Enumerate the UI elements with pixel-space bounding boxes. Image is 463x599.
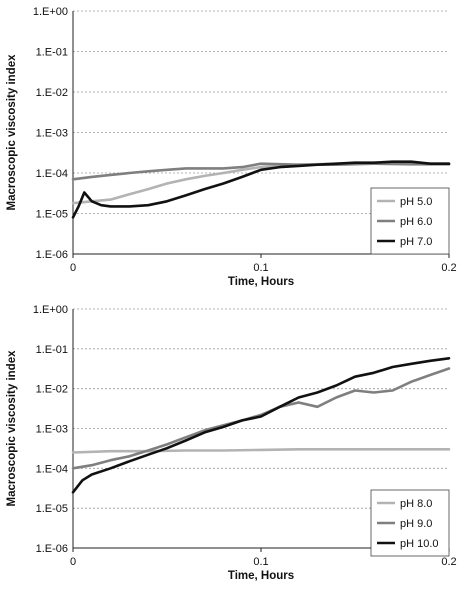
y-tick-label: 1.E-06 <box>36 249 68 261</box>
x-tick-label: 0 <box>70 556 76 568</box>
x-tick-label: 0.1 <box>253 262 268 274</box>
series-line-1 <box>71 448 451 454</box>
y-tick-label: 1.E-02 <box>36 384 68 396</box>
y-tick-label: 1.E-05 <box>36 503 68 515</box>
y-tick-label: 1.E-02 <box>36 87 68 99</box>
y-tick-label: 1.E-04 <box>36 168 68 180</box>
x-tick-label: 0.2 <box>441 262 456 274</box>
y-tick-label: 1.E-06 <box>36 543 68 555</box>
legend-label-3: pH 10.0 <box>400 538 439 550</box>
y-tick-label: 1.E-05 <box>36 209 68 221</box>
series-line-3 <box>71 357 451 494</box>
series-line-2 <box>71 162 451 181</box>
legend-label-1: pH 5.0 <box>400 196 432 208</box>
y-axis-title: Macroscopic viscosity index <box>6 54 18 211</box>
legend-label-2: pH 9.0 <box>400 518 432 530</box>
series-line-2 <box>71 367 451 470</box>
x-axis-title: Time, Hours <box>228 276 294 288</box>
x-tick-label: 0 <box>70 262 76 274</box>
y-tick-label: 1.E-03 <box>36 424 68 436</box>
y-tick-label: 1.E-01 <box>36 47 68 59</box>
legend-label-1: pH 8.0 <box>400 498 432 510</box>
y-tick-label: 1.E-04 <box>36 463 68 475</box>
y-tick-label: 1.E+00 <box>33 304 68 316</box>
series-line-3 <box>71 160 451 219</box>
legend-label-2: pH 6.0 <box>400 216 432 228</box>
y-axis-title: Macroscopic viscosity index <box>6 350 18 507</box>
y-tick-label: 1.E-03 <box>36 128 68 140</box>
chart-top-panel: 1.E-06 1.E-05 1.E-04 1.E-03 1.E-02 1.E-01 1.E+… <box>6 6 457 288</box>
x-tick-label: 0.1 <box>253 556 268 568</box>
chart-bottom-panel: 1.E-06 1.E-05 1.E-04 1.E-03 1.E-02 1.E-01 1.E+… <box>6 304 457 582</box>
x-tick-label: 0.2 <box>441 556 456 568</box>
legend-label-3: pH 7.0 <box>400 236 432 248</box>
y-tick-label: 1.E-01 <box>36 344 68 356</box>
x-axis-title: Time, Hours <box>228 570 294 582</box>
y-tick-label: 1.E+00 <box>33 6 68 18</box>
